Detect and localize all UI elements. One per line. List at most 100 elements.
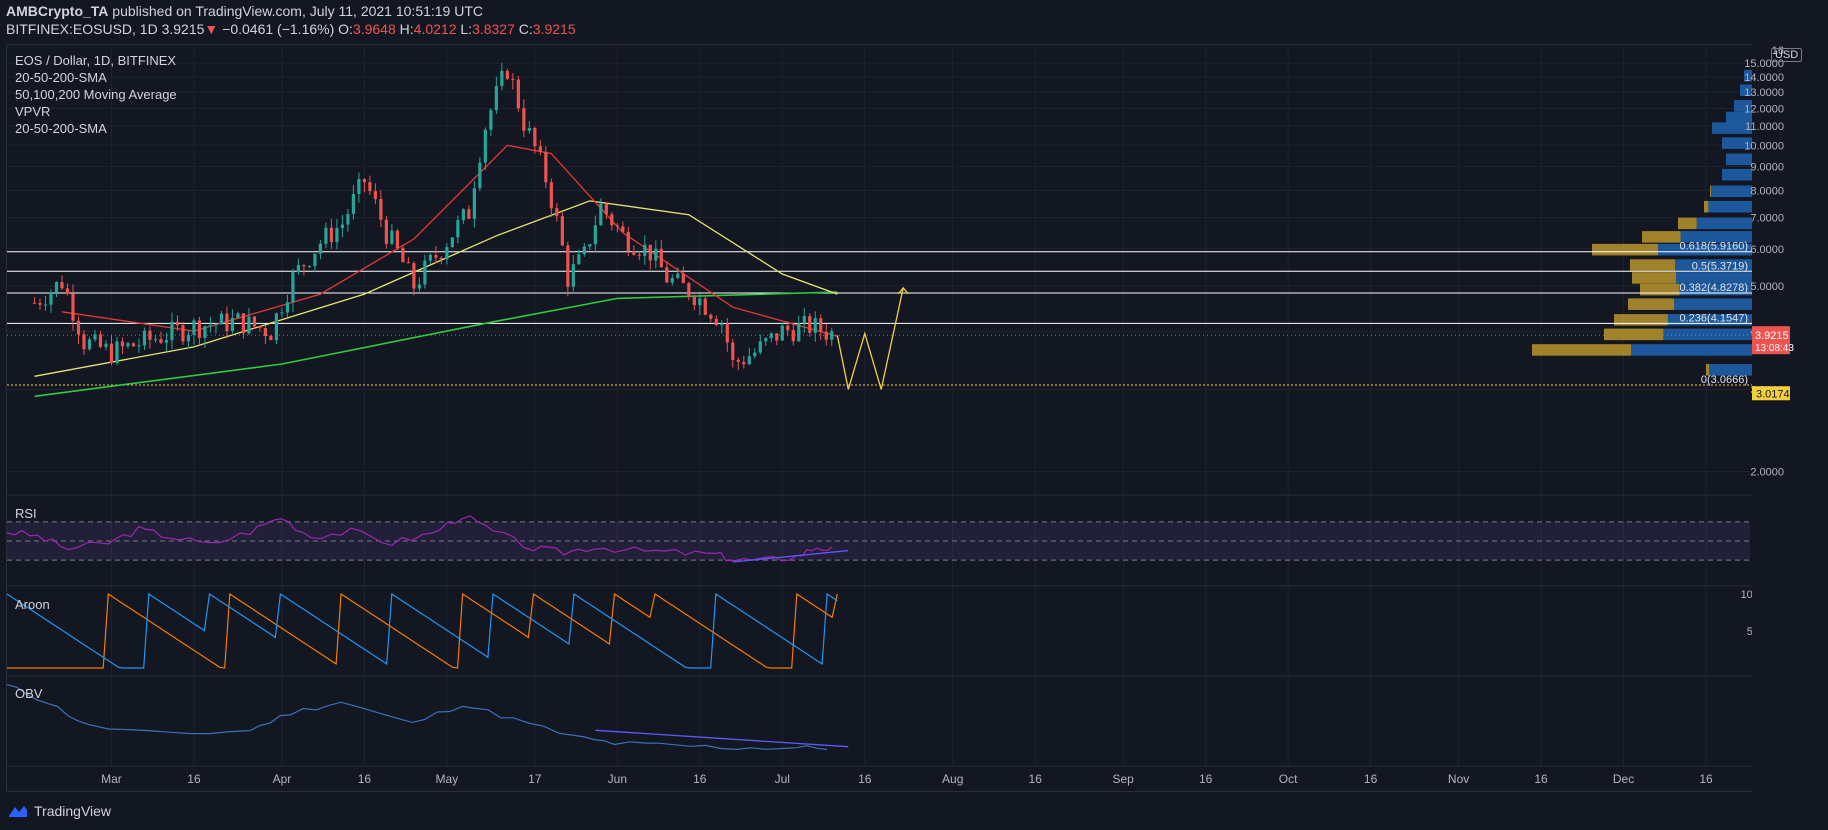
candle-body	[527, 127, 531, 131]
vpvr-down-bar	[1711, 185, 1752, 198]
candle-body	[511, 78, 515, 80]
legend-vpvr[interactable]: VPVR	[15, 104, 51, 119]
rsi-divergence-line	[732, 549, 849, 563]
candle-body	[280, 312, 284, 314]
vpvr-up-bar	[1632, 272, 1676, 284]
candle-body	[219, 313, 224, 325]
candle-body	[181, 325, 185, 342]
candle-body	[720, 323, 724, 326]
vpvr-down-bar	[1674, 298, 1752, 310]
legend-sma[interactable]: 20-50-200-SMA	[15, 70, 107, 85]
candle-body	[764, 338, 768, 342]
vpvr-down-bar	[1675, 259, 1752, 271]
candle-body	[659, 248, 663, 268]
candle-body	[285, 302, 290, 313]
candle-body	[604, 203, 608, 215]
candle-body	[687, 283, 691, 298]
time-tick-label: 16	[187, 772, 201, 786]
candle-body	[269, 336, 273, 341]
vpvr-down-bar	[1696, 217, 1752, 230]
obv-label[interactable]: OBV	[15, 686, 43, 701]
candle-body	[753, 352, 757, 357]
candle-body	[571, 264, 575, 287]
candle-body	[291, 272, 295, 303]
candle-body	[274, 313, 279, 341]
time-tick-label: Mar	[101, 772, 122, 786]
candle-body	[324, 227, 328, 244]
low-value: 3.8327	[472, 21, 515, 37]
candle-body	[813, 318, 817, 333]
candle-body	[148, 330, 152, 340]
close-label: C:	[518, 21, 533, 37]
candle-body	[621, 226, 625, 232]
candle-body	[615, 225, 619, 227]
symbol-label[interactable]: BITFINEX:EOSUSD, 1D	[6, 21, 158, 37]
obv-line	[6, 684, 828, 751]
candle-body	[335, 228, 339, 243]
candle-body	[489, 110, 493, 130]
brand-text: TradingView	[34, 803, 112, 819]
candle-body	[714, 318, 718, 326]
candle-body	[417, 284, 421, 289]
publisher-name[interactable]: AMBCrypto_TA	[6, 3, 109, 19]
legend-ma[interactable]: 50,100,200 Moving Average	[15, 87, 177, 102]
candle-body	[560, 216, 564, 246]
rsi-label[interactable]: RSI	[15, 506, 37, 521]
open-value: 3.9648	[352, 21, 396, 37]
candle-body	[478, 162, 482, 189]
candle-body	[82, 334, 86, 350]
candle-body	[109, 343, 114, 363]
vpvr-up-bar	[1678, 217, 1697, 230]
vpvr-down-bar	[1740, 84, 1752, 96]
vpvr-down-bar	[1726, 153, 1752, 166]
time-tick-label: Nov	[1448, 772, 1469, 786]
rsi-line	[6, 515, 833, 562]
candle-body	[230, 317, 235, 331]
vpvr-down-bar	[1744, 69, 1752, 82]
candle-body	[98, 334, 103, 347]
vpvr-down-bar	[1680, 231, 1752, 243]
axis-bg	[1752, 44, 1790, 792]
candle-body	[307, 266, 312, 268]
candle-body	[258, 326, 262, 329]
candle-body	[681, 273, 685, 284]
candle-body	[142, 330, 147, 346]
candle-body	[549, 182, 553, 209]
volume-profile	[1532, 69, 1752, 376]
candle-body	[159, 339, 163, 343]
candle-body	[698, 298, 702, 306]
candle-body	[797, 323, 801, 342]
currency-badge: USD	[1771, 48, 1803, 62]
time-tick-label: Apr	[273, 772, 292, 786]
tradingview-brand[interactable]: TradingView	[8, 803, 111, 819]
vpvr-down-bar	[1667, 314, 1752, 326]
fib-level-label: 0.618(5.9160)	[1680, 241, 1749, 253]
time-tick-label: Dec	[1613, 772, 1634, 786]
sma-20-line	[61, 144, 838, 337]
high-value: 4.0212	[413, 21, 457, 37]
candle-body	[505, 70, 509, 79]
vpvr-down-bar	[1722, 168, 1752, 181]
candle-body	[819, 318, 823, 332]
candle-body	[483, 129, 487, 163]
time-tick-label: 16	[1029, 772, 1043, 786]
projection-line	[836, 287, 904, 390]
candle-body	[379, 198, 383, 220]
aroon-label[interactable]: Aroon	[15, 597, 50, 612]
vpvr-down-bar	[1726, 111, 1752, 124]
projection-arrow-icon	[897, 286, 909, 295]
fib-level-label: 0.236(4.1547)	[1680, 312, 1749, 324]
legend-sma-2[interactable]: 20-50-200-SMA	[15, 121, 107, 136]
vpvr-down-bar	[1709, 364, 1752, 376]
candle-body	[439, 257, 443, 260]
candle-body	[247, 316, 251, 334]
candle-body	[593, 225, 597, 245]
price-tick-label: 2.0000	[1750, 467, 1784, 479]
time-tick-label: 17	[528, 772, 542, 786]
candle-body	[780, 325, 784, 341]
grid-lines	[7, 46, 1790, 767]
time-tick-label: 16	[858, 772, 872, 786]
candle-body	[742, 361, 746, 365]
candle-body	[423, 260, 427, 285]
